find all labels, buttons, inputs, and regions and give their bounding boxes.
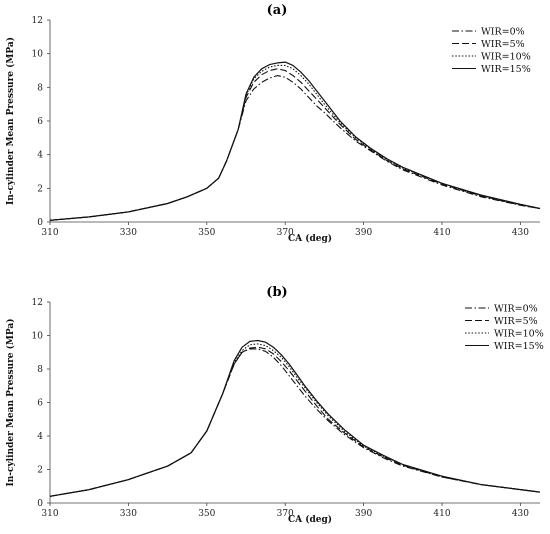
y-tick-label: 6	[37, 399, 43, 409]
legend-entry: WIR=5%	[494, 316, 538, 327]
legend-entry: WIR=15%	[494, 341, 544, 352]
y-tick-label: 6	[37, 117, 43, 127]
x-tick-label: 310	[41, 509, 58, 519]
x-tick-label: 350	[198, 509, 215, 519]
y-tick-label: 8	[37, 365, 43, 375]
y-tick-label: 10	[32, 50, 44, 60]
x-tick-label: 370	[277, 509, 294, 519]
panel-title: (a)	[267, 3, 288, 18]
y-tick-label: 10	[32, 332, 44, 342]
series-line-1	[49, 75, 541, 221]
legend-entry: WIR=10%	[494, 328, 544, 339]
y-tick-label: 2	[37, 466, 43, 476]
x-tick-label: 410	[433, 509, 450, 519]
y-tick-label: 0	[37, 499, 43, 509]
x-axis-label: CA (deg)	[288, 514, 332, 525]
legend: WIR=0% WIR=5%WIR=10% WIR=15%	[465, 303, 544, 352]
x-tick-label: 390	[355, 228, 372, 238]
x-tick-label: 370	[277, 228, 294, 238]
y-tick-label: 4	[37, 151, 43, 161]
x-tick-label: 330	[120, 509, 137, 519]
chart-panel-1: (a) 0 2 4 6 8 10 12 310 330 350 370 390 410 430 CA (deg…	[5, 3, 541, 244]
y-tick-label: 2	[37, 184, 43, 194]
y-tick-label: 12	[32, 16, 43, 26]
legend-entry: WIR=10%	[481, 51, 531, 62]
legend: WIR=0% WIR=5%WIR=10% WIR=15%	[452, 26, 531, 75]
x-axis-label: CA (deg)	[288, 233, 332, 244]
y-tick-label: 12	[32, 298, 43, 308]
series-line-3	[49, 343, 541, 497]
x-tick-label: 310	[41, 228, 58, 238]
legend-entry: WIR=15%	[481, 64, 531, 75]
y-tick-label: 0	[37, 218, 43, 228]
legend-entry: WIR=0%	[481, 26, 525, 37]
series-line-4	[49, 339, 541, 497]
x-tick-label: 390	[355, 509, 372, 519]
y-tick-label: 4	[37, 432, 43, 442]
x-tick-label: 410	[433, 228, 450, 238]
x-tick-label: 350	[198, 228, 215, 238]
series-line-4	[49, 61, 541, 221]
y-axis-label: In-cylinder Mean Pressure (MPa)	[5, 37, 16, 205]
series-line-1	[49, 348, 541, 497]
series-line-2	[49, 68, 541, 221]
series-line-3	[49, 64, 541, 221]
legend-entry: WIR=5%	[481, 39, 525, 50]
x-tick-label: 430	[512, 509, 529, 519]
y-tick-label: 8	[37, 83, 43, 93]
x-tick-label: 430	[512, 228, 529, 238]
legend-entry: WIR=0%	[494, 303, 538, 314]
chart-panel-2: (b) 0 2 4 6 8 10 12 310 330 350 370 390 410 430 CA (deg…	[5, 285, 544, 525]
series-line-2	[49, 346, 541, 497]
y-axis-label: In-cylinder Mean Pressure (MPa)	[5, 318, 16, 486]
x-tick-label: 330	[120, 228, 137, 238]
panel-title: (b)	[266, 285, 287, 300]
